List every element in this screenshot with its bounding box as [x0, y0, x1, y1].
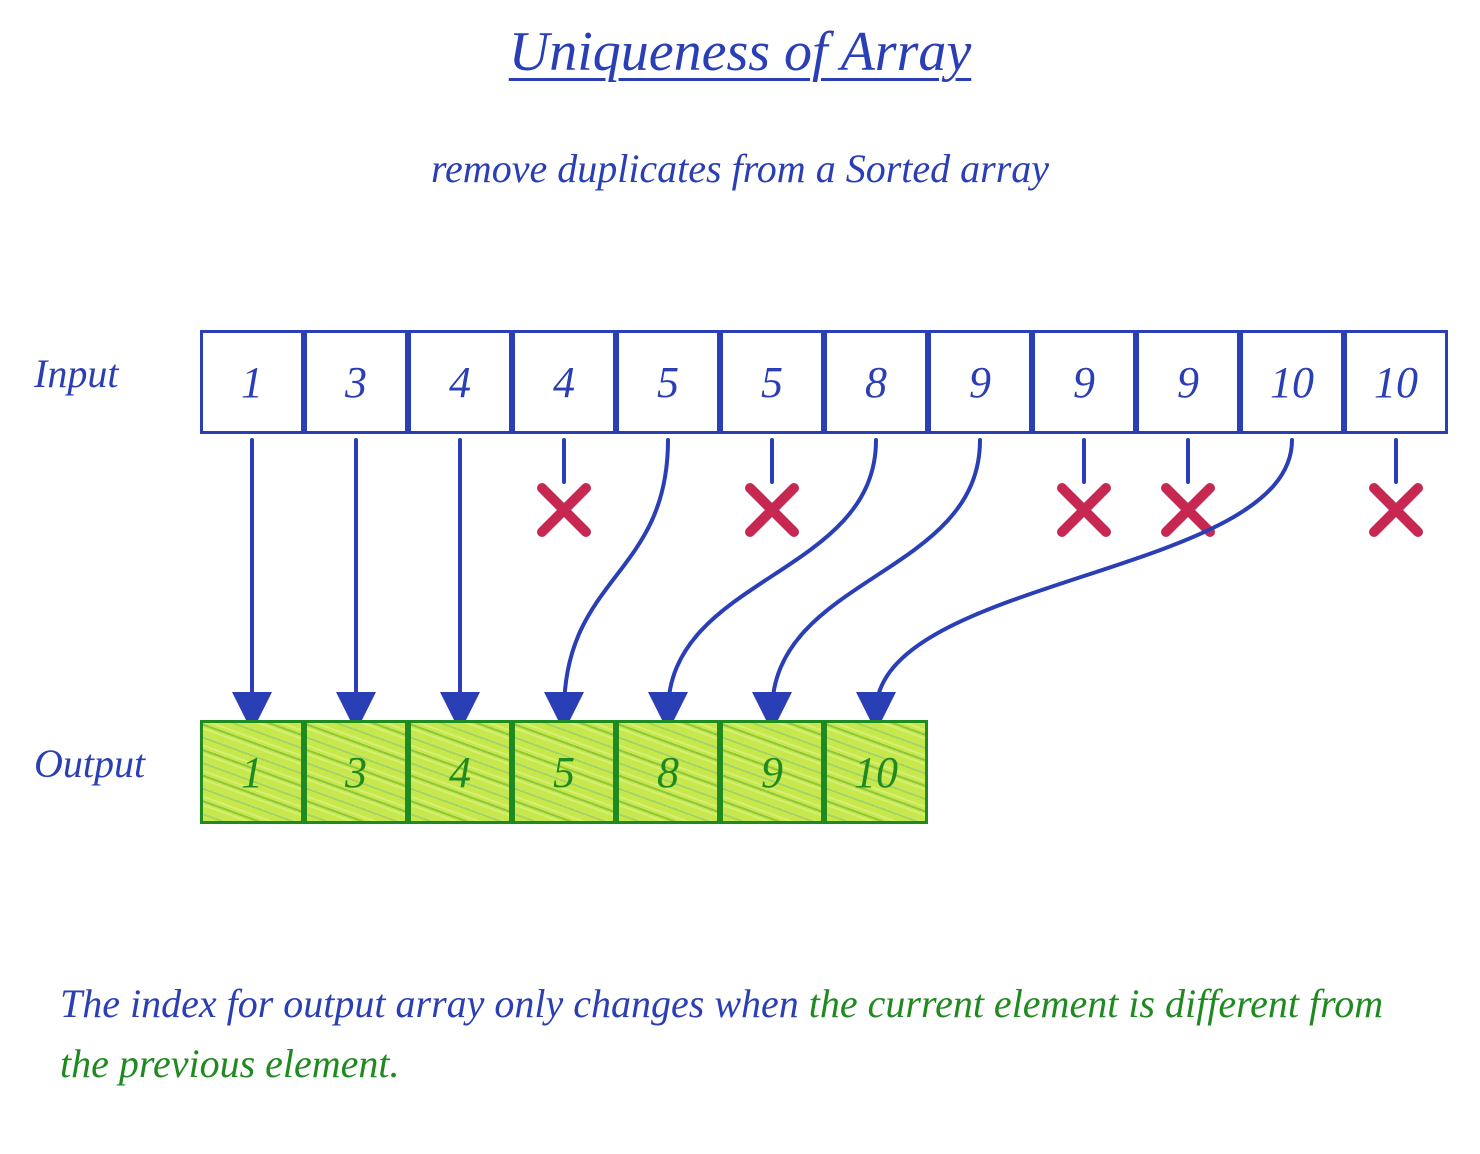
keep-arrow [668, 440, 876, 712]
output-cell: 5 [512, 720, 616, 824]
keep-arrow [772, 440, 980, 712]
delete-cross-icon [750, 488, 794, 532]
input-cell: 3 [304, 330, 408, 434]
output-cell: 1 [200, 720, 304, 824]
delete-cross-icon [542, 488, 586, 532]
output-cell: 9 [720, 720, 824, 824]
output-cell: 8 [616, 720, 720, 824]
input-cell: 9 [1136, 330, 1240, 434]
output-cell: 4 [408, 720, 512, 824]
delete-cross-icon [1062, 488, 1106, 532]
input-cell: 4 [512, 330, 616, 434]
footer-note: The index for output array only changes … [60, 974, 1420, 1094]
input-cell: 1 [200, 330, 304, 434]
diagram-subtitle: remove duplicates from a Sorted array [0, 145, 1480, 192]
output-cell: 3 [304, 720, 408, 824]
output-row-label: Output [34, 740, 145, 787]
input-cell: 9 [928, 330, 1032, 434]
delete-cross-icon [1166, 488, 1210, 532]
output-cell: 10 [824, 720, 928, 824]
input-cell: 9 [1032, 330, 1136, 434]
input-cell: 8 [824, 330, 928, 434]
input-cell: 4 [408, 330, 512, 434]
input-row-label: Input [34, 350, 118, 397]
input-cell: 10 [1240, 330, 1344, 434]
input-cell: 5 [616, 330, 720, 434]
keep-arrow [564, 440, 668, 712]
diagram-title: Uniqueness of Array [0, 20, 1480, 84]
input-cell: 5 [720, 330, 824, 434]
keep-arrow [876, 440, 1292, 712]
input-cell: 10 [1344, 330, 1448, 434]
footer-prefix: The index for output array only changes … [60, 981, 809, 1026]
delete-cross-icon [1374, 488, 1418, 532]
